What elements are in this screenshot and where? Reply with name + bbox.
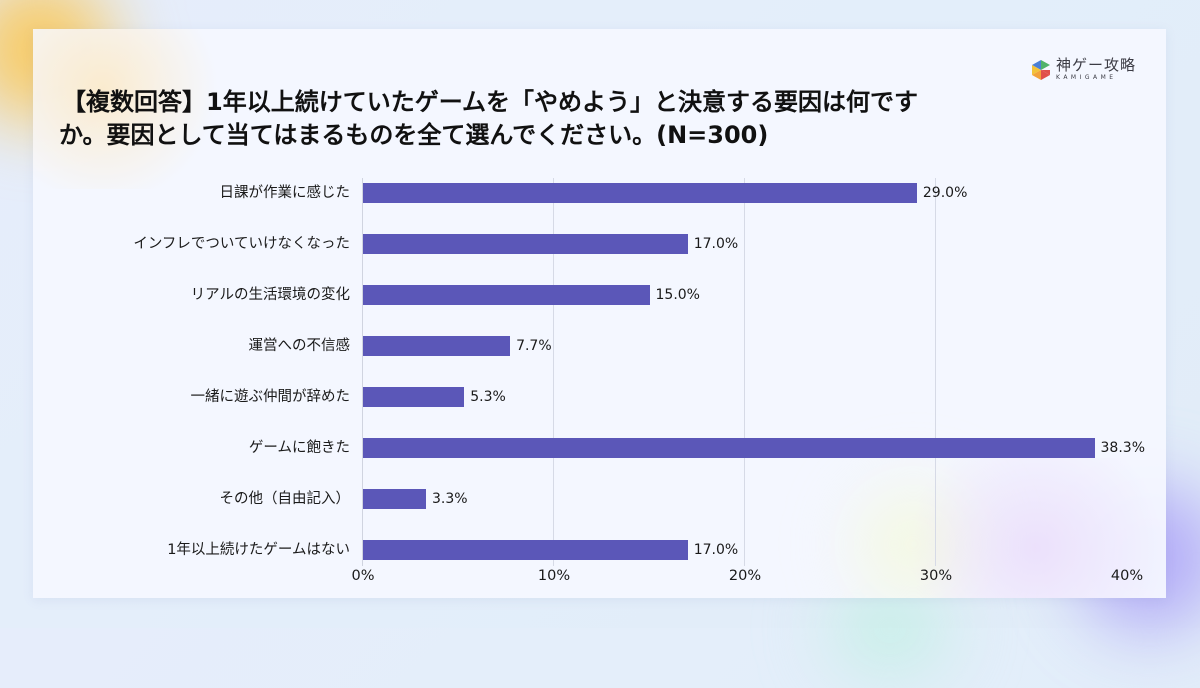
- category-label: インフレでついていけなくなった: [133, 236, 350, 252]
- category-label: 1年以上続けたゲームはない: [167, 542, 350, 558]
- x-tick-label: 30%: [919, 568, 953, 584]
- category-label: 日課が作業に感じた: [219, 185, 351, 201]
- chart-title: 【複数回答】1年以上続けていたゲームを「やめよう」と決意する要因は何です か。要…: [59, 86, 1062, 152]
- data-bar: [363, 183, 917, 203]
- chart-card: [33, 29, 1166, 598]
- brand-name-jp: 神ゲー攻略: [1056, 56, 1137, 74]
- data-bar: [363, 489, 427, 509]
- hexagon-logo-icon: [1032, 59, 1050, 80]
- value-label: 5.3%: [470, 389, 506, 405]
- brand-logo: 神ゲー攻略 KAMIGAME: [1030, 58, 1136, 81]
- data-bar: [363, 336, 511, 356]
- bar-chart: 0% 10% 20% 30% 40% 日課が作業に感じた 29.0% インフレでついていけなく…: [133, 178, 1145, 584]
- data-bar: [363, 234, 688, 254]
- data-bar: [363, 438, 1095, 458]
- data-bar: [363, 387, 465, 407]
- x-gridline: [935, 178, 936, 566]
- chart-title-line1: 【複数回答】1年以上続けていたゲームを「やめよう」と決意する要因は何です: [62, 88, 918, 116]
- data-bar: [363, 540, 688, 560]
- data-bar: [363, 285, 650, 305]
- chart-title-line2: か。要因として当てはまるものを全て選んでください。(N=300): [59, 121, 769, 149]
- value-label: 29.0%: [922, 185, 968, 201]
- value-label: 15.0%: [655, 287, 700, 303]
- value-label: 17.0%: [693, 542, 739, 558]
- x-gridline: [744, 178, 745, 566]
- value-label: 3.3%: [432, 491, 468, 507]
- value-label: 7.7%: [516, 338, 552, 354]
- x-tick-label: 20%: [728, 568, 762, 584]
- x-gridline: [553, 178, 554, 566]
- brand-name-en: KAMIGAME: [1056, 74, 1117, 81]
- value-label: 17.0%: [693, 236, 739, 252]
- x-tick-label: 40%: [1110, 568, 1144, 584]
- category-label: リアルの生活環境の変化: [190, 287, 350, 303]
- y-axis-line: [362, 178, 363, 566]
- category-label: その他（自由記入）: [219, 491, 351, 507]
- category-label: 一緒に遊ぶ仲間が辞めた: [190, 389, 351, 405]
- category-label: ゲームに飽きた: [248, 440, 350, 456]
- category-label: 運営への不信感: [248, 338, 351, 354]
- x-tick-label: 10%: [537, 568, 571, 584]
- x-tick-label: 0%: [351, 568, 375, 584]
- value-label: 38.3%: [1100, 440, 1145, 456]
